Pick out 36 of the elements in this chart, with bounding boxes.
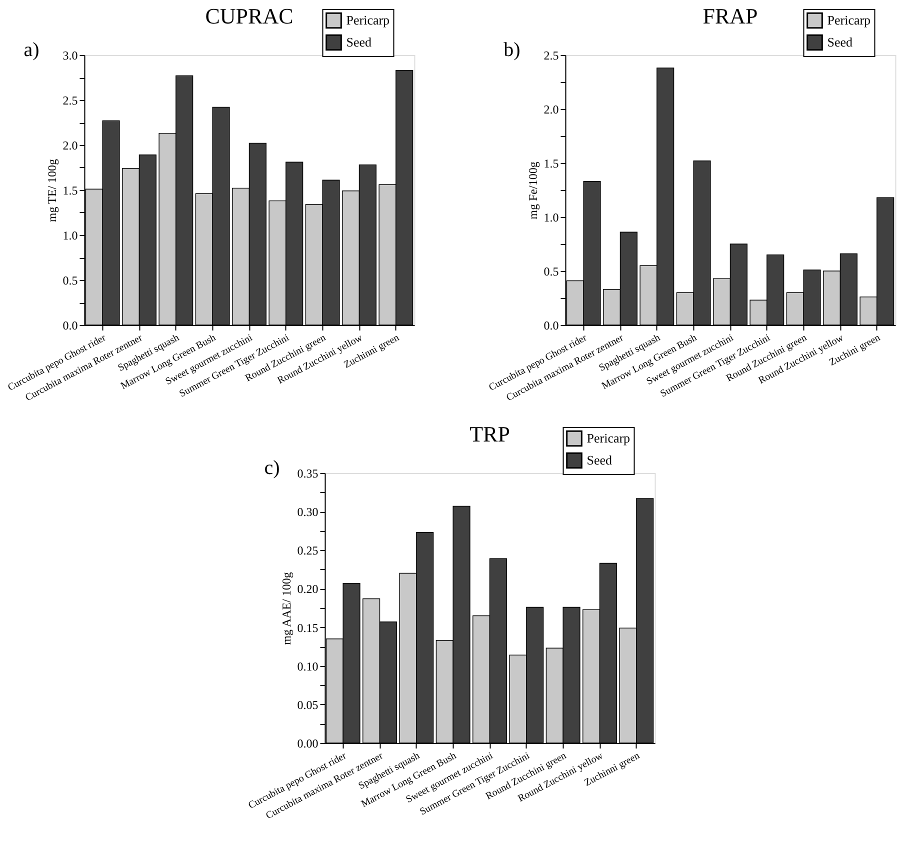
y-tick-label: 0.15 bbox=[297, 620, 318, 635]
y-axis-title: mg TE/ 100g bbox=[44, 158, 59, 222]
legend-label: Seed bbox=[586, 452, 613, 468]
legend-label: Pericarp bbox=[827, 12, 871, 28]
y-tick-label: 0.0 bbox=[62, 318, 78, 332]
y-tick-label: 0.05 bbox=[297, 698, 318, 712]
text: b) bbox=[504, 39, 520, 61]
y-tick-label: 1.0 bbox=[62, 228, 78, 242]
y-tick-label: 3.0 bbox=[62, 48, 78, 62]
text: c) bbox=[264, 457, 280, 479]
y-tick-label: 0.10 bbox=[297, 659, 318, 674]
y-tick-label: 0.0 bbox=[544, 318, 559, 332]
y-tick-label: 2.0 bbox=[62, 138, 78, 152]
y-tick-label: 0.00 bbox=[297, 736, 318, 750]
text: a) bbox=[24, 39, 40, 61]
y-axis-title: mg Fe/100g bbox=[526, 162, 540, 220]
y-tick-label: 0.35 bbox=[297, 466, 318, 480]
legend-label: Pericarp bbox=[586, 430, 630, 446]
y-tick-label: 1.0 bbox=[544, 210, 559, 224]
y-tick-label: 0.5 bbox=[62, 274, 78, 288]
y-tick-label: 2.0 bbox=[544, 102, 559, 116]
chart-title: TRP bbox=[470, 422, 510, 446]
y-axis-title: mg AAE/ 100g bbox=[279, 572, 294, 645]
legend-label: Seed bbox=[827, 34, 854, 50]
y-tick-label: 0.30 bbox=[297, 505, 318, 520]
legend-label: Seed bbox=[346, 34, 372, 50]
y-tick-label: 0.25 bbox=[297, 544, 318, 558]
y-tick-label: 0.5 bbox=[544, 264, 559, 278]
y-tick-label: 2.5 bbox=[62, 94, 78, 108]
y-tick-label: 2.5 bbox=[544, 48, 559, 62]
chart-title: CUPRAC bbox=[205, 4, 294, 28]
chart-title: FRAP bbox=[702, 4, 758, 28]
y-tick-label: 1.5 bbox=[62, 184, 78, 198]
y-tick-label: 0.20 bbox=[297, 582, 318, 596]
legend-label: Pericarp bbox=[346, 12, 390, 28]
y-tick-label: 1.5 bbox=[544, 156, 559, 170]
